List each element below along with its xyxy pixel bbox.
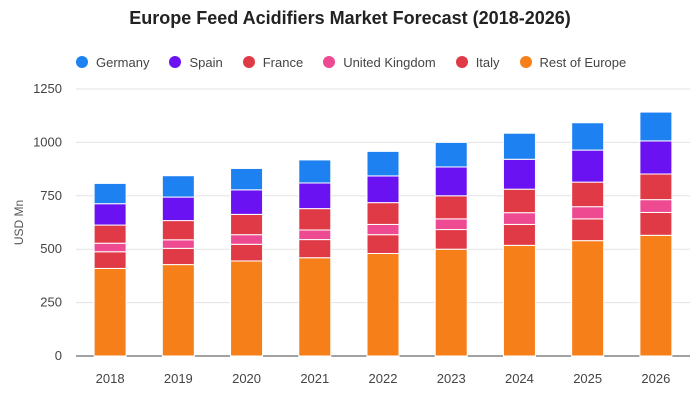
legend-swatch: [76, 56, 88, 68]
legend-swatch: [323, 56, 336, 68]
x-tick-label: 2022: [369, 371, 398, 386]
bar-segment-italy: [161, 247, 195, 266]
legend-item-germany[interactable]: Germany: [76, 55, 149, 70]
bar-segment-united-kingdom: [639, 199, 673, 213]
bar-segment-france: [571, 181, 605, 208]
legend-item-rest-of-europe[interactable]: Rest of Europe: [519, 54, 627, 70]
legend-swatch: [169, 56, 182, 68]
x-tick-label: 2023: [437, 371, 466, 386]
bar-segment-rest-of-europe: [502, 244, 536, 357]
legend-swatch: [455, 56, 468, 68]
bar-segment-italy: [298, 239, 332, 259]
x-tick-label: 2020: [232, 371, 261, 386]
bar-segment-germany: [93, 182, 127, 205]
bar-segment-united-kingdom: [93, 242, 127, 253]
y-tick-label: 750: [40, 188, 62, 203]
bar-segment-italy: [93, 251, 127, 269]
bar-segment-spain: [93, 203, 127, 226]
bar-segment-spain: [571, 149, 605, 183]
bar-segment-italy: [434, 229, 468, 250]
bar-segment-france: [298, 208, 332, 231]
bar-segment-united-kingdom: [571, 206, 605, 220]
bar-segment-rest-of-europe: [298, 257, 332, 357]
x-tick-label: 2025: [573, 371, 602, 386]
bar-segment-spain: [298, 182, 332, 210]
bar-segment-rest-of-europe: [93, 267, 127, 357]
bar-segment-germany: [230, 167, 264, 191]
bar-segment-united-kingdom: [502, 212, 536, 225]
bar-segment-rest-of-europe: [434, 248, 468, 357]
bar-segment-spain: [230, 189, 264, 215]
bar-segment-united-kingdom: [230, 234, 264, 245]
legend-label: Rest of Europe: [539, 54, 627, 70]
y-tick-label: 0: [55, 348, 62, 363]
bar-segment-italy: [366, 234, 400, 254]
x-tick-label: 2026: [641, 371, 670, 386]
legend-item-united-kingdom[interactable]: United Kingdom: [323, 55, 436, 70]
y-axis-label: USD Mn: [12, 200, 26, 245]
bar-segment-spain: [502, 158, 536, 190]
y-tick-label: 1250: [33, 81, 62, 96]
y-tick-label: 500: [40, 241, 62, 256]
bar-segment-germany: [434, 141, 468, 168]
legend-item-italy[interactable]: Italy: [455, 54, 500, 70]
bar-segment-united-kingdom: [161, 239, 195, 249]
bar-segment-italy: [639, 211, 673, 236]
chart-legend: Germany Spain France United Kingdom Italy Res…: [76, 53, 646, 71]
y-tick-label: 250: [40, 295, 62, 310]
bar-segment-italy: [230, 243, 264, 262]
bar-segment-france: [93, 224, 127, 244]
bar-segment-france: [434, 195, 468, 220]
chart-title: Europe Feed Acidifiers Market Forecast (…: [129, 8, 571, 28]
bar-segment-france: [639, 173, 673, 201]
legend-label: Spain: [189, 54, 223, 70]
bar-segment-spain: [434, 166, 468, 197]
bar-segment-rest-of-europe: [639, 234, 673, 357]
bar-segment-germany: [502, 132, 536, 160]
bar-segment-spain: [639, 140, 673, 175]
bar-segment-spain: [161, 196, 195, 222]
legend-label: Italy: [475, 54, 500, 70]
bar-segment-italy: [502, 223, 536, 246]
bar-segment-spain: [366, 175, 400, 204]
legend-swatch: [519, 56, 532, 68]
y-tick-label: 1000: [33, 134, 62, 149]
bar-segment-france: [366, 202, 400, 225]
x-tick-label: 2018: [96, 371, 125, 386]
legend-swatch: [242, 56, 255, 68]
legend-label: France: [262, 54, 304, 70]
bar-segment-france: [230, 213, 264, 236]
bar-segment-united-kingdom: [366, 223, 400, 236]
bar-segment-germany: [571, 122, 605, 151]
bar-segment-germany: [298, 159, 332, 184]
bar-segment-germany: [639, 111, 673, 142]
bar-segment-italy: [571, 218, 605, 242]
bar-segment-united-kingdom: [434, 218, 468, 231]
x-tick-label: 2021: [300, 371, 329, 386]
bar-segment-rest-of-europe: [230, 260, 264, 357]
legend-item-spain[interactable]: Spain: [169, 54, 223, 70]
legend-label: Germany: [96, 54, 150, 70]
bar-segment-rest-of-europe: [571, 240, 605, 357]
bar-segment-france: [161, 220, 195, 241]
legend-label: United Kingdom: [343, 54, 436, 70]
bar-segment-rest-of-europe: [366, 252, 400, 357]
bar-segment-france: [502, 188, 536, 214]
bar-segment-united-kingdom: [298, 229, 332, 241]
bar-segment-germany: [161, 175, 195, 198]
bar-segment-rest-of-europe: [161, 264, 195, 357]
x-tick-label: 2019: [164, 371, 193, 386]
bar-segment-germany: [366, 150, 400, 177]
legend-item-france[interactable]: France: [242, 54, 304, 70]
x-tick-label: 2024: [505, 371, 534, 386]
